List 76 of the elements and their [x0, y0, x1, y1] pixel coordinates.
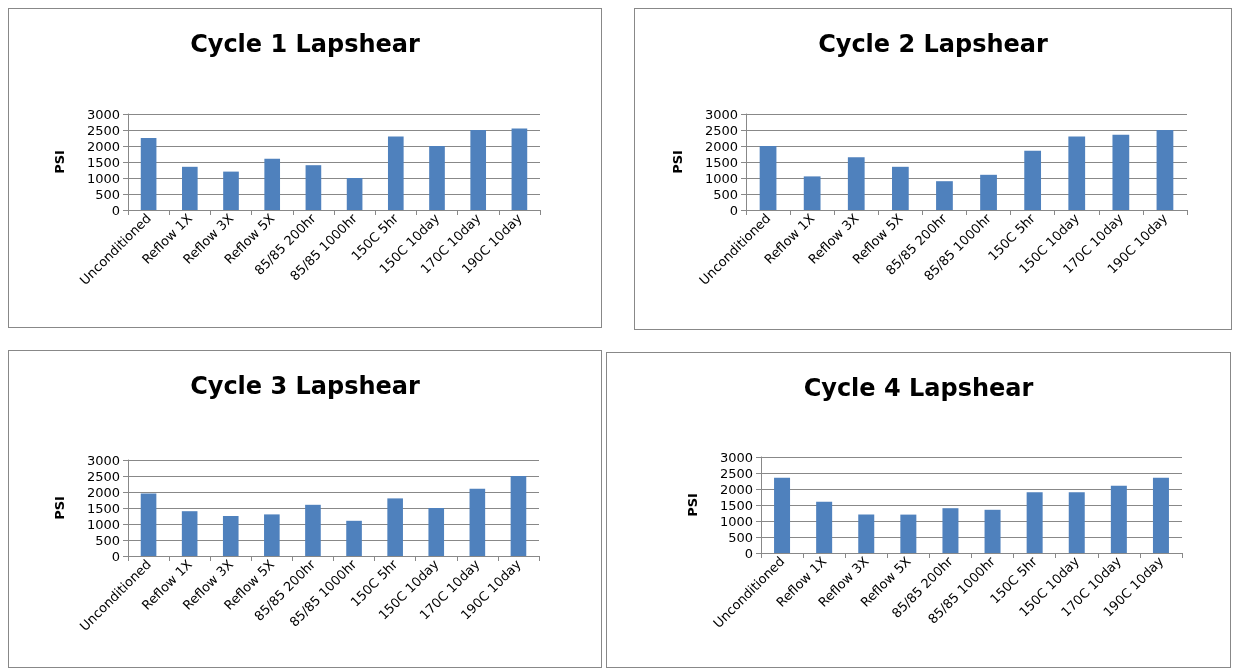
bar	[1026, 492, 1043, 553]
y-tick-label: 1000	[86, 516, 120, 532]
y-axis-title: PSI	[670, 150, 685, 174]
bar	[511, 128, 528, 210]
bar	[1156, 130, 1174, 210]
chart-title: Cycle 4 Lapshear	[803, 374, 1034, 402]
y-tick-label: 500	[95, 532, 120, 548]
y-tick-label: 2000	[719, 481, 753, 497]
y-tick-label: 1500	[86, 154, 120, 170]
y-tick-label: 2000	[86, 138, 120, 154]
y-tick-label: 1500	[704, 154, 738, 170]
bar	[774, 477, 791, 553]
bar	[816, 501, 833, 553]
bar	[346, 520, 362, 556]
bar	[140, 138, 157, 210]
y-tick-label: 0	[111, 548, 120, 564]
y-axis-title: PSI	[685, 493, 700, 517]
bar	[469, 488, 486, 556]
bar	[470, 130, 487, 210]
y-tick-label: 1000	[86, 170, 120, 186]
y-tick-label: 2500	[86, 122, 120, 138]
y-tick-label: 0	[111, 202, 120, 218]
y-tick-label: 1000	[704, 170, 738, 186]
y-tick-label: 500	[713, 186, 738, 202]
bar	[942, 508, 959, 553]
y-tick-label: 1000	[719, 513, 753, 529]
bar	[984, 509, 1001, 553]
bar	[222, 516, 239, 556]
y-tick-label: 500	[728, 529, 753, 545]
bar	[346, 178, 363, 210]
chart-title: Cycle 2 Lapshear	[818, 30, 1049, 58]
bar	[429, 146, 445, 210]
bar	[858, 514, 875, 553]
bar	[803, 176, 821, 210]
bar	[264, 158, 281, 210]
bar	[936, 181, 953, 210]
chart-title: Cycle 3 Lapshear	[190, 372, 421, 400]
y-tick-label: 0	[729, 202, 738, 218]
y-tick-label: 500	[95, 186, 120, 202]
bar	[900, 514, 917, 553]
y-tick-label: 1500	[86, 500, 120, 516]
bar	[387, 136, 404, 210]
y-tick-label: 3000	[86, 452, 120, 468]
bar	[1068, 136, 1086, 210]
y-tick-label: 3000	[86, 106, 120, 122]
y-axis-title: PSI	[52, 496, 67, 520]
bar	[223, 171, 239, 210]
y-tick-label: 2500	[719, 465, 753, 481]
bar	[1112, 134, 1130, 210]
bar	[980, 174, 997, 210]
bar	[305, 504, 321, 556]
bar	[1110, 485, 1127, 553]
bar	[1152, 477, 1169, 553]
y-tick-label: 0	[744, 545, 753, 561]
y-axis-title: PSI	[52, 150, 67, 174]
bar	[387, 498, 403, 556]
chart-title: Cycle 1 Lapshear	[190, 30, 421, 58]
bar	[140, 493, 157, 556]
y-tick-label: 2000	[704, 138, 738, 154]
bar	[1024, 150, 1042, 210]
bar	[891, 166, 909, 210]
y-tick-label: 3000	[704, 106, 738, 122]
bar	[181, 166, 198, 210]
bar	[428, 508, 445, 556]
bar	[264, 514, 280, 556]
bar	[305, 165, 322, 210]
y-tick-label: 1500	[719, 497, 753, 513]
bar	[510, 476, 527, 556]
bar	[847, 157, 865, 210]
bar	[759, 146, 777, 210]
y-tick-label: 2000	[86, 484, 120, 500]
y-tick-label: 2500	[86, 468, 120, 484]
bar	[181, 511, 198, 556]
y-tick-label: 2500	[704, 122, 738, 138]
bar	[1068, 492, 1085, 553]
y-tick-label: 3000	[719, 449, 753, 465]
